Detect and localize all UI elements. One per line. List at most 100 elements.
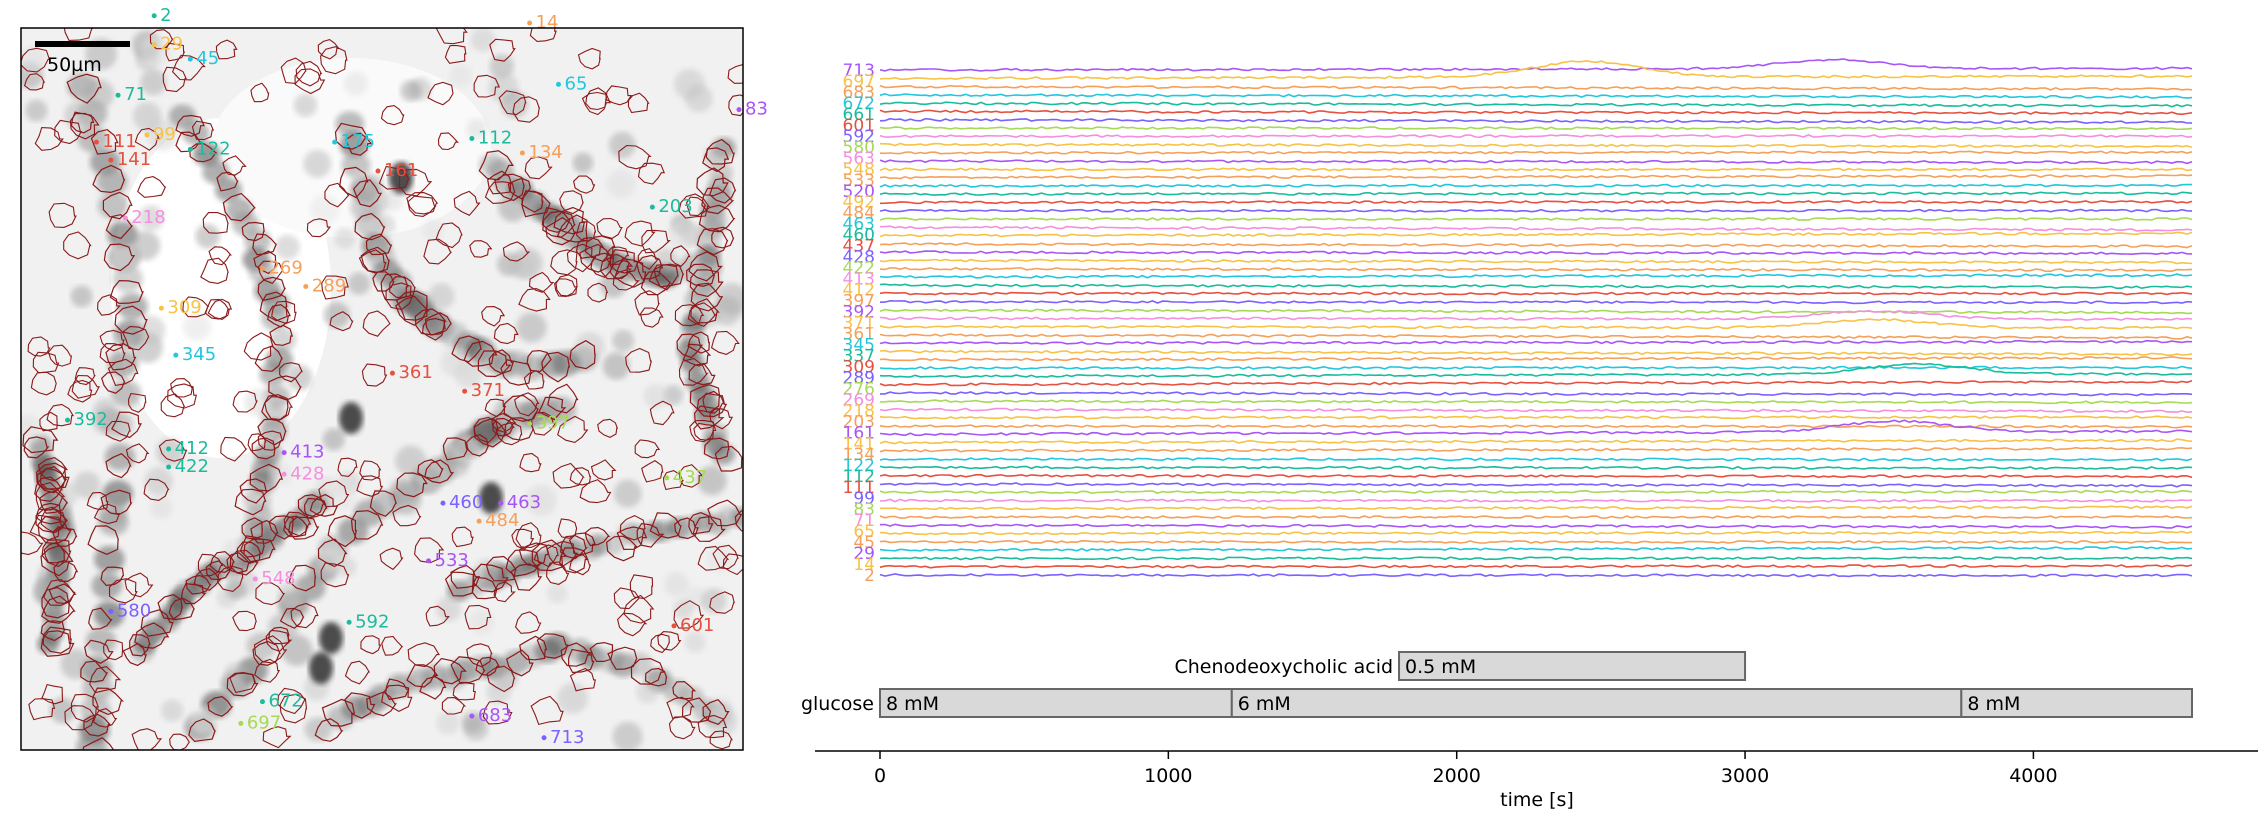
roi-contour bbox=[380, 105, 405, 126]
roi-contour bbox=[472, 563, 509, 593]
roi-contour bbox=[662, 470, 684, 491]
roi-labels: 2 14 29 45 65 71 83 99 111 112 122 134 141 161 175 218 2… bbox=[65, 5, 768, 748]
roi-label: 65 bbox=[565, 73, 588, 94]
roi-label: 484 bbox=[485, 510, 519, 531]
roi-contour bbox=[88, 607, 113, 630]
roi-label: 14 bbox=[536, 12, 559, 33]
roi-contour bbox=[86, 491, 109, 511]
trace-line bbox=[879, 424, 2193, 429]
protocol-segment-label: 6 mM bbox=[1238, 693, 1291, 715]
roi-contour bbox=[585, 87, 608, 111]
roi-contour bbox=[80, 660, 109, 683]
trace-line bbox=[879, 362, 2193, 379]
roi-contour bbox=[215, 39, 238, 60]
trace-label: 65 bbox=[853, 522, 875, 542]
roi-contour bbox=[451, 335, 482, 363]
roi-contour bbox=[47, 344, 73, 367]
roi-marker bbox=[187, 146, 193, 152]
roi-contour bbox=[674, 304, 705, 327]
cell-body bbox=[112, 265, 143, 293]
trace-label: 520 bbox=[843, 182, 875, 202]
roi-contour bbox=[414, 308, 447, 336]
cell-body bbox=[140, 35, 171, 67]
roi-contour bbox=[344, 692, 376, 719]
roi-label: 29 bbox=[160, 34, 183, 55]
roi-contour bbox=[521, 190, 551, 218]
roi-contour bbox=[70, 111, 95, 134]
roi-contour bbox=[521, 190, 544, 213]
roi-contour bbox=[557, 415, 589, 443]
roi-contour bbox=[709, 177, 737, 204]
roi-contour bbox=[727, 64, 743, 84]
roi-label: 361 bbox=[398, 362, 432, 383]
cell-body bbox=[680, 352, 705, 374]
roi-contour bbox=[359, 460, 382, 481]
trace-label: 345 bbox=[843, 335, 875, 355]
trace-label: 413 bbox=[843, 270, 875, 290]
roi-contour bbox=[648, 264, 679, 291]
cell-body bbox=[76, 734, 107, 750]
roi-contour bbox=[482, 700, 513, 725]
roi-contour bbox=[35, 481, 66, 511]
roi-contour bbox=[137, 176, 167, 198]
cell-body bbox=[267, 613, 299, 641]
trace-label: 428 bbox=[843, 248, 875, 268]
roi-contour bbox=[207, 298, 233, 320]
roi-contour bbox=[220, 436, 248, 462]
roi-contour bbox=[30, 371, 57, 396]
trace-line bbox=[879, 266, 2193, 273]
trace-line bbox=[879, 242, 2193, 249]
roi-contour bbox=[515, 522, 542, 549]
cell-body bbox=[328, 483, 356, 511]
roi-contour bbox=[688, 251, 723, 282]
cell-body bbox=[470, 28, 495, 52]
roi-contour bbox=[288, 564, 317, 592]
roi-contour bbox=[171, 54, 206, 81]
cell-body bbox=[705, 544, 735, 574]
roi-contour bbox=[709, 408, 734, 430]
roi-marker bbox=[93, 139, 99, 145]
roi-contour bbox=[689, 384, 721, 414]
cell-body bbox=[73, 471, 101, 499]
trace-line bbox=[879, 545, 2193, 552]
roi-contour bbox=[253, 635, 288, 664]
roi-marker bbox=[664, 475, 670, 481]
trace-line bbox=[879, 183, 2192, 188]
roi-contour bbox=[613, 587, 641, 610]
roi-label: 683 bbox=[478, 705, 512, 726]
roi-contour bbox=[63, 28, 94, 41]
roi-contour bbox=[295, 60, 323, 87]
roi-contour bbox=[466, 643, 493, 668]
roi-contour bbox=[250, 519, 279, 544]
roi-label: 601 bbox=[680, 615, 714, 636]
trace-label: 484 bbox=[843, 204, 875, 224]
trace-line bbox=[879, 167, 2193, 172]
roi-label: 428 bbox=[290, 463, 324, 484]
roi-contour bbox=[559, 535, 588, 560]
roi-contour bbox=[514, 611, 542, 634]
roi-contour bbox=[678, 358, 709, 386]
roi-contour bbox=[40, 508, 67, 534]
cell-body bbox=[395, 445, 427, 477]
trace-line bbox=[879, 142, 2193, 149]
roi-contour bbox=[362, 310, 391, 337]
trace-label: 460 bbox=[843, 226, 875, 246]
roi-marker bbox=[166, 446, 172, 452]
roi-label: 83 bbox=[745, 99, 768, 120]
roi-contour bbox=[477, 350, 512, 378]
roi-contour bbox=[257, 260, 284, 284]
roi-contour bbox=[232, 610, 257, 632]
roi-contour bbox=[697, 545, 730, 571]
roi-contour bbox=[674, 517, 699, 540]
cell-body bbox=[612, 721, 643, 750]
cell-body bbox=[293, 93, 318, 117]
roi-contour bbox=[241, 221, 265, 242]
protocol-bars: Chenodeoxycholic acid 0.5 mM glucose 8 mM 6 … bbox=[801, 651, 2194, 718]
roi-contour bbox=[703, 437, 730, 460]
roi-contour bbox=[294, 68, 326, 95]
roi-contour bbox=[306, 218, 331, 238]
roi-label: 2 bbox=[160, 5, 171, 26]
roi-contour bbox=[689, 269, 724, 298]
roi-contour bbox=[572, 175, 596, 194]
roi-contour bbox=[505, 549, 542, 577]
